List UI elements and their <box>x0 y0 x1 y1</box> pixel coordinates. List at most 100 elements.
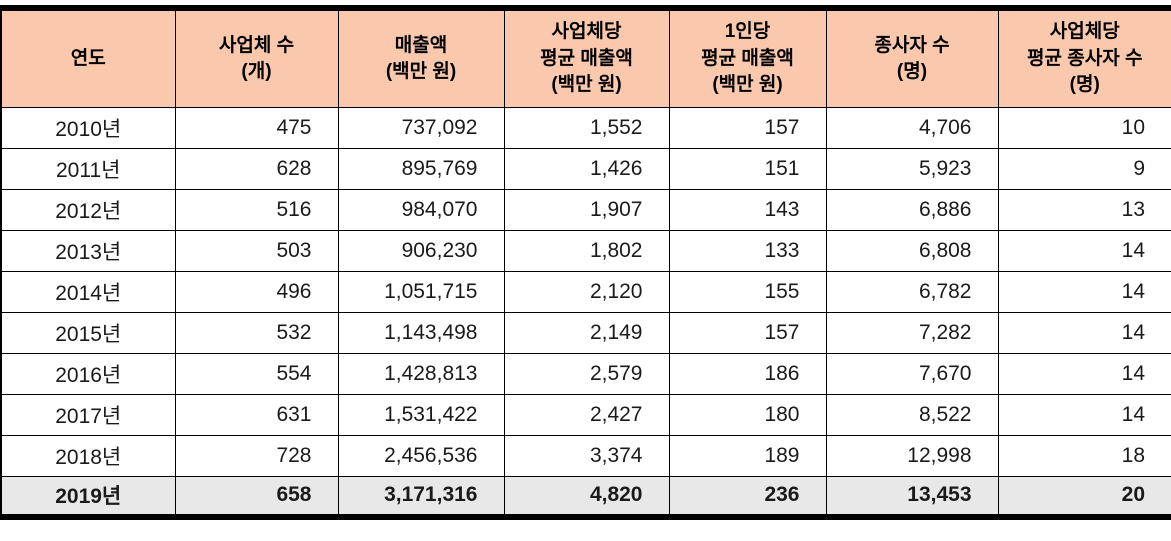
year-cell: 2010년 <box>0 106 176 149</box>
worker-count-cell: 6,782 <box>825 270 999 313</box>
avg-revenue-per-business-cell: 2,120 <box>503 270 670 313</box>
avg-workers-per-business-cell: 14 <box>997 229 1171 272</box>
table-row-2011: 2011년 628 895,769 1,426 151 5,923 9 <box>0 147 1171 190</box>
avg-workers-per-business-cell: 13 <box>997 188 1171 231</box>
year-cell: 2013년 <box>0 229 176 272</box>
col-header-business-count: 사업체 수 (개) <box>174 7 339 108</box>
avg-revenue-per-person-cell: 157 <box>668 311 827 354</box>
avg-revenue-per-person-cell: 180 <box>668 393 827 436</box>
avg-workers-per-business-cell: 14 <box>997 270 1171 313</box>
avg-revenue-per-person-cell: 133 <box>668 229 827 272</box>
worker-count-cell: 13,453 <box>825 475 999 518</box>
table-body: 2010년 475 737,092 1,552 157 4,706 10 201… <box>0 106 1171 518</box>
col-header-avg-workers-per-business: 사업체당 평균 종사자 수 (명) <box>997 7 1171 108</box>
avg-revenue-per-business-cell: 1,802 <box>503 229 670 272</box>
worker-count-cell: 6,886 <box>825 188 999 231</box>
revenue-cell: 1,428,813 <box>337 352 505 395</box>
header-unit: (백만 원) <box>551 73 622 95</box>
revenue-cell: 1,143,498 <box>337 311 505 354</box>
avg-workers-per-business-cell: 18 <box>997 434 1171 477</box>
business-count-cell: 516 <box>174 188 339 231</box>
header-label: 사업체당 <box>1049 21 1120 43</box>
avg-revenue-per-business-cell: 1,426 <box>503 147 670 190</box>
avg-revenue-per-business-cell: 3,374 <box>503 434 670 477</box>
avg-workers-per-business-cell: 20 <box>997 475 1171 518</box>
year-cell: 2018년 <box>0 434 176 477</box>
revenue-cell: 1,051,715 <box>337 270 505 313</box>
avg-revenue-per-person-cell: 151 <box>668 147 827 190</box>
year-cell: 2014년 <box>0 270 176 313</box>
avg-revenue-per-person-cell: 155 <box>668 270 827 313</box>
header-label: 평균 종사자 수 <box>1027 47 1143 69</box>
header-unit: (명) <box>1069 73 1100 95</box>
avg-revenue-per-business-cell: 2,427 <box>503 393 670 436</box>
table-row-2015: 2015년 532 1,143,498 2,149 157 7,282 14 <box>0 311 1171 354</box>
header-label: 1인당 <box>724 21 771 43</box>
worker-count-cell: 6,808 <box>825 229 999 272</box>
table-row-2012: 2012년 516 984,070 1,907 143 6,886 13 <box>0 188 1171 231</box>
table-row-2014: 2014년 496 1,051,715 2,120 155 6,782 14 <box>0 270 1171 313</box>
header-unit: (개) <box>241 60 272 82</box>
header-label: 평균 매출액 <box>540 47 633 69</box>
revenue-cell: 1,531,422 <box>337 393 505 436</box>
business-count-cell: 532 <box>174 311 339 354</box>
revenue-cell: 906,230 <box>337 229 505 272</box>
header-label: 연도 <box>70 47 106 69</box>
header-unit: (백만 원) <box>385 60 457 82</box>
business-count-cell: 658 <box>174 475 339 518</box>
worker-count-cell: 5,923 <box>825 147 999 190</box>
col-header-avg-revenue-per-person: 1인당 평균 매출액 (백만 원) <box>668 7 827 108</box>
revenue-cell: 895,769 <box>337 147 505 190</box>
header-label: 사업체 수 <box>218 34 295 56</box>
avg-revenue-per-business-cell: 1,552 <box>503 106 670 149</box>
header-row: 연도 사업체 수 (개) 매출액 (백만 원) 사업체당 평균 매출액 (백만 … <box>0 7 1171 108</box>
revenue-cell: 3,171,316 <box>337 475 505 518</box>
year-cell: 2015년 <box>0 311 176 354</box>
worker-count-cell: 12,998 <box>825 434 999 477</box>
avg-revenue-per-person-cell: 186 <box>668 352 827 395</box>
revenue-cell: 737,092 <box>337 106 505 149</box>
revenue-cell: 984,070 <box>337 188 505 231</box>
year-cell: 2011년 <box>0 147 176 190</box>
year-cell: 2017년 <box>0 393 176 436</box>
avg-revenue-per-person-cell: 189 <box>668 434 827 477</box>
business-count-cell: 628 <box>174 147 339 190</box>
avg-workers-per-business-cell: 9 <box>997 147 1171 190</box>
avg-revenue-per-person-cell: 143 <box>668 188 827 231</box>
col-header-worker-count: 종사자 수 (명) <box>825 7 999 108</box>
header-unit: (명) <box>896 60 928 82</box>
avg-workers-per-business-cell: 14 <box>997 352 1171 395</box>
business-count-cell: 728 <box>174 434 339 477</box>
table-header: 연도 사업체 수 (개) 매출액 (백만 원) 사업체당 평균 매출액 (백만 … <box>0 7 1171 108</box>
business-count-cell: 554 <box>174 352 339 395</box>
worker-count-cell: 7,670 <box>825 352 999 395</box>
header-unit: (백만 원) <box>712 73 783 95</box>
avg-workers-per-business-cell: 14 <box>997 393 1171 436</box>
col-header-revenue: 매출액 (백만 원) <box>337 7 505 108</box>
avg-revenue-per-business-cell: 2,149 <box>503 311 670 354</box>
yearly-business-stats-table: 연도 사업체 수 (개) 매출액 (백만 원) 사업체당 평균 매출액 (백만 … <box>0 5 1171 520</box>
header-label: 종사자 수 <box>874 34 950 56</box>
table-row-2013: 2013년 503 906,230 1,802 133 6,808 14 <box>0 229 1171 272</box>
avg-workers-per-business-cell: 14 <box>997 311 1171 354</box>
col-header-year: 연도 <box>0 7 176 108</box>
table-row-2017: 2017년 631 1,531,422 2,427 180 8,522 14 <box>0 393 1171 436</box>
table-row-2019-highlighted: 2019년 658 3,171,316 4,820 236 13,453 20 <box>0 475 1171 518</box>
year-cell: 2016년 <box>0 352 176 395</box>
avg-revenue-per-business-cell: 2,579 <box>503 352 670 395</box>
worker-count-cell: 8,522 <box>825 393 999 436</box>
business-count-cell: 475 <box>174 106 339 149</box>
avg-revenue-per-business-cell: 1,907 <box>503 188 670 231</box>
header-label: 평균 매출액 <box>701 47 794 69</box>
business-count-cell: 631 <box>174 393 339 436</box>
table-row-2010: 2010년 475 737,092 1,552 157 4,706 10 <box>0 106 1171 149</box>
header-label: 매출액 <box>394 34 448 56</box>
table-row-2016: 2016년 554 1,428,813 2,579 186 7,670 14 <box>0 352 1171 395</box>
header-label: 사업체당 <box>551 21 622 43</box>
year-cell: 2012년 <box>0 188 176 231</box>
business-count-cell: 496 <box>174 270 339 313</box>
avg-workers-per-business-cell: 10 <box>997 106 1171 149</box>
worker-count-cell: 7,282 <box>825 311 999 354</box>
avg-revenue-per-person-cell: 157 <box>668 106 827 149</box>
